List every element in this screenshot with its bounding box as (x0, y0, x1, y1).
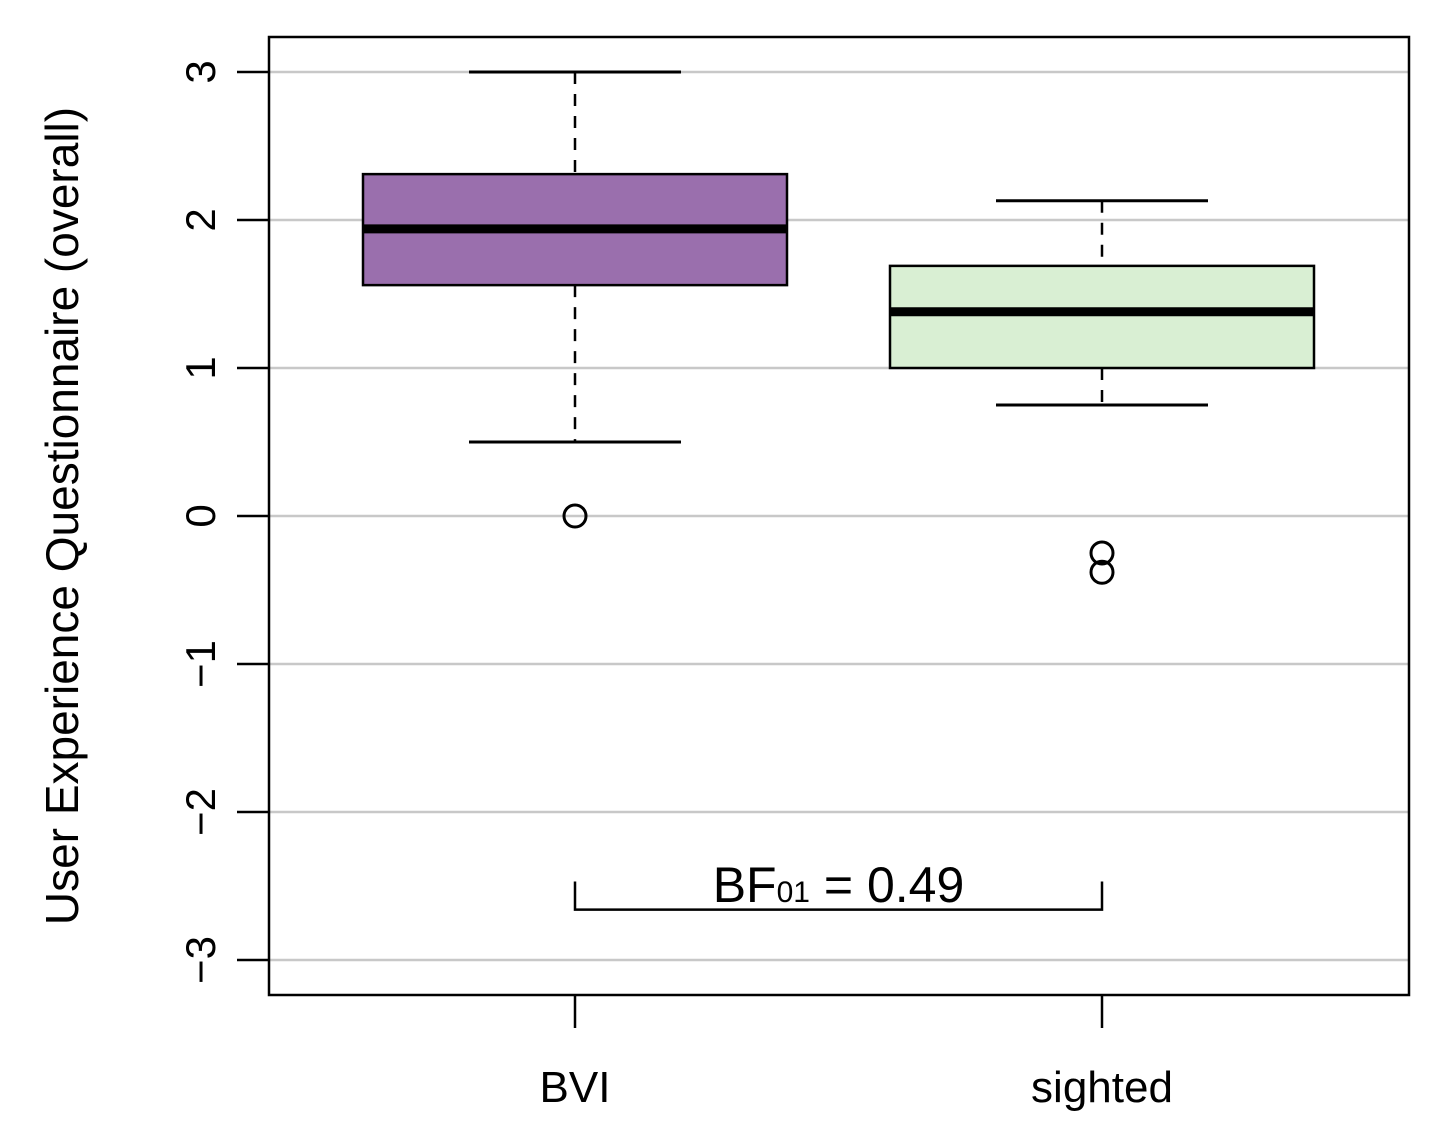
bf-value: = 0.49 (810, 857, 964, 913)
y-tick-label-3: 0 (177, 504, 224, 527)
x-tick-label-0: BVI (540, 1063, 611, 1112)
y-tick-label-1: 2 (177, 208, 224, 231)
y-tick-label-6: −3 (177, 936, 224, 984)
y-tick-label-2: 1 (177, 356, 224, 379)
y-tick-label-5: −2 (177, 788, 224, 836)
bf-prefix: BF (713, 857, 777, 913)
bayes-factor-bracket (573, 881, 1104, 911)
bayes-factor-label: BF01 = 0.49 (713, 857, 965, 913)
y-axis-label: User Experience Questionnaire (overall) (36, 107, 88, 925)
y-tick-label-4: −1 (177, 640, 224, 688)
box-sighted (888, 264, 1316, 370)
bf-subscript: 01 (777, 876, 810, 909)
outlier-point-sighted-0 (1089, 540, 1115, 566)
outlier-point-sighted-1 (1089, 559, 1115, 585)
y-tick-label-0: 3 (177, 60, 224, 83)
x-tick-label-1: sighted (1031, 1063, 1173, 1112)
outlier-point-bvi-0 (562, 503, 588, 529)
